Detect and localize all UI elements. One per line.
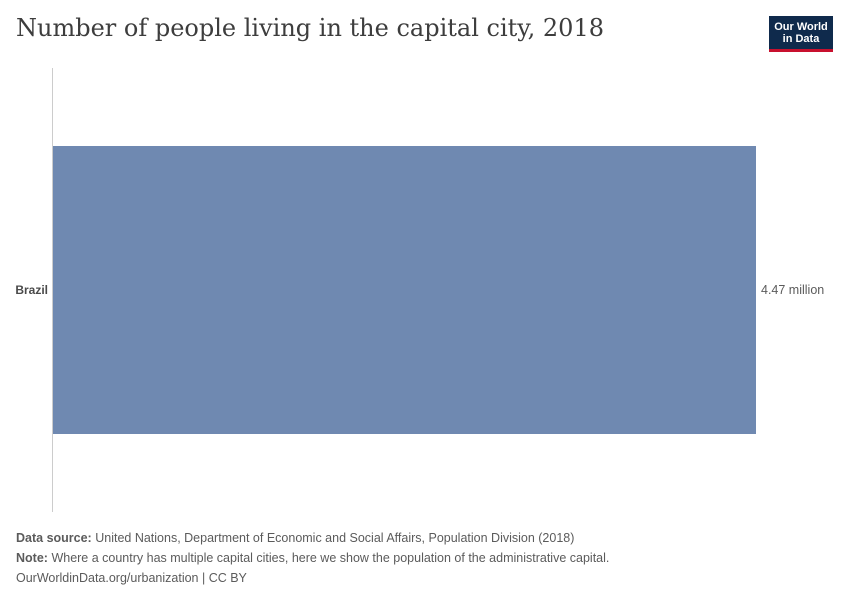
data-source-label: Data source: (16, 531, 92, 545)
data-source-text[interactable]: United Nations, Department of Economic a… (95, 531, 575, 545)
bar-brazil[interactable] (53, 146, 756, 434)
note-line: Note: Where a country has multiple capit… (16, 548, 609, 568)
logo-line-1: Our World (774, 21, 828, 33)
logo-line-2: in Data (782, 33, 820, 45)
footer: Data source: United Nations, Department … (16, 528, 609, 588)
owid-logo[interactable]: Our World in Data (769, 16, 833, 52)
value-label: 4.47 million (761, 283, 824, 297)
footer-url[interactable]: OurWorldinData.org/urbanization | CC BY (16, 571, 247, 585)
data-source-line: Data source: United Nations, Department … (16, 528, 609, 548)
note-text: Where a country has multiple capital cit… (51, 551, 610, 565)
bars-group: Brazil 4.47 million (15, 146, 824, 434)
chart-title: Number of people living in the capital c… (16, 14, 604, 42)
category-label: Brazil (15, 283, 48, 297)
note-label: Note: (16, 551, 48, 565)
